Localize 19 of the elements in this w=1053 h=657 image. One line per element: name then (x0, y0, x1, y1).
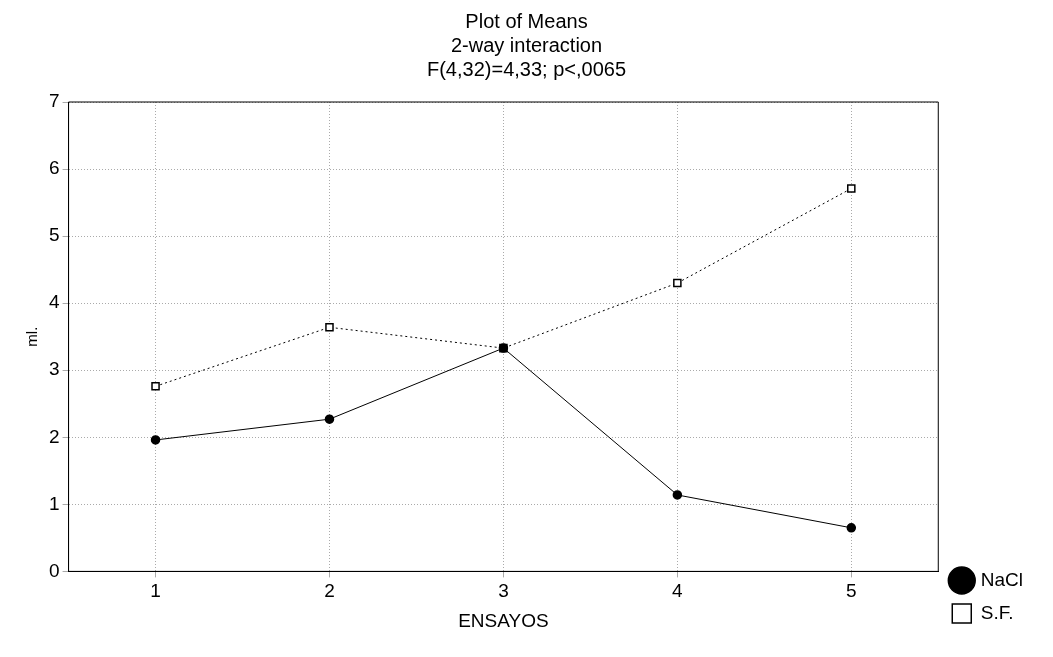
x-tick-label: 2 (324, 580, 335, 602)
y-tick-label: 0 (48, 559, 60, 581)
y-tick-label: 5 (48, 224, 60, 246)
chart-subtitle: 2-way interaction F(4,32)=4,33; p<,0065 (426, 33, 627, 80)
x-tick-label: 4 (672, 580, 684, 602)
legend-label: NaCl (980, 568, 1023, 590)
y-tick-label: 7 (48, 90, 60, 112)
y-axis-title: ml. (23, 326, 41, 347)
legend-label: S.F. (980, 601, 1014, 623)
y-tick-label: 4 (48, 291, 60, 313)
x-tick-label: 3 (498, 580, 509, 602)
chart-title: Plot of Means (465, 9, 588, 32)
y-tick-label: 1 (48, 492, 60, 514)
x-axis-title: ENSAYOS (458, 609, 549, 631)
x-tick-label: 1 (150, 580, 161, 602)
y-tick-label: 6 (48, 157, 60, 179)
y-tick-label: 3 (48, 358, 60, 380)
y-tick-label: 2 (48, 425, 60, 447)
x-tick-label: 5 (846, 580, 857, 602)
